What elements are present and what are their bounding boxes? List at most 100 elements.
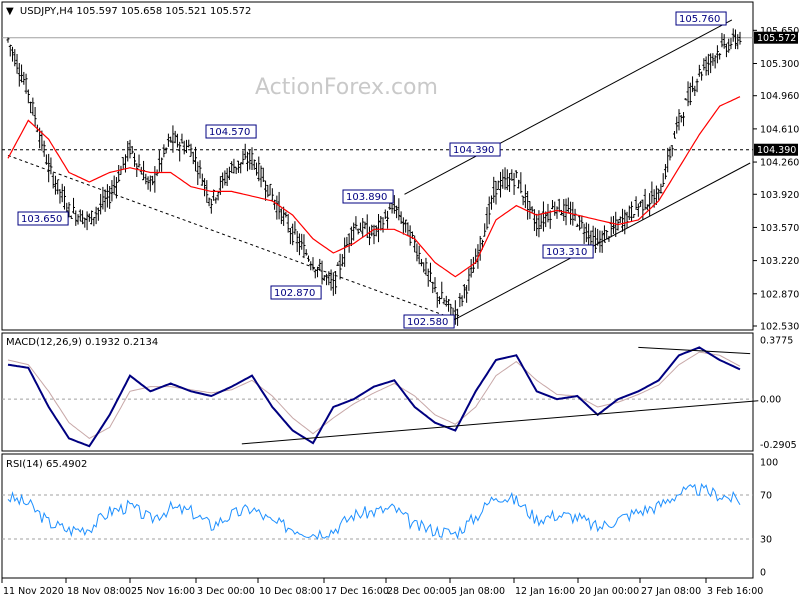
price-bar — [291, 223, 295, 246]
annotation-label: 103.650 — [21, 214, 62, 225]
price-bar — [259, 165, 263, 188]
price-bar — [695, 78, 699, 93]
time-tick-label: 18 Nov 08:00 — [67, 586, 131, 597]
rsi-tick-label: 30 — [760, 535, 772, 546]
price-bar — [736, 34, 740, 50]
price-bar — [320, 260, 324, 285]
price-bar — [268, 183, 272, 196]
price-bar — [508, 173, 512, 192]
price-bar — [578, 215, 582, 231]
price-bar — [408, 225, 412, 246]
price-bar — [255, 162, 259, 176]
price-bar — [56, 179, 60, 195]
price-annotations: 105.760 104.570 104.390 103.890 103.650 103.3… — [17, 11, 727, 329]
price-bar — [539, 213, 543, 230]
price-bar — [62, 186, 66, 210]
price-bar — [117, 164, 121, 183]
price-bar — [440, 281, 444, 300]
price-bar — [575, 223, 579, 227]
macd-support-line — [241, 400, 759, 445]
price-bar — [496, 180, 500, 190]
price-bar — [67, 202, 71, 218]
price-bar — [33, 107, 37, 127]
price-bar — [207, 197, 211, 207]
price-bar — [252, 159, 256, 170]
price-bar — [465, 285, 469, 303]
price-bar — [94, 206, 98, 225]
price-bar — [11, 46, 15, 62]
tag-103650: 103.650 — [17, 211, 69, 226]
price-bar — [336, 262, 340, 266]
macd-trendlines — [241, 346, 759, 445]
price-bar — [729, 38, 733, 50]
price-bar — [245, 151, 249, 172]
price-bar — [519, 172, 523, 194]
price-bar — [478, 235, 482, 261]
price-bar — [200, 173, 204, 186]
price-bar — [722, 34, 726, 49]
price-bar — [261, 167, 265, 182]
price-bar — [607, 235, 611, 242]
price-bar — [329, 269, 333, 291]
price-bar — [630, 201, 634, 222]
price-bar — [587, 223, 591, 249]
price-bar — [194, 146, 198, 172]
time-tick-label: 10 Dec 08:00 — [259, 586, 323, 597]
price-bar — [110, 180, 114, 202]
price-bar — [526, 191, 530, 220]
price-bar — [31, 97, 35, 116]
price-bar — [661, 173, 665, 187]
price-bar — [648, 193, 652, 216]
price-bar — [69, 215, 73, 219]
price-bar — [361, 218, 365, 238]
price-bar — [257, 156, 261, 182]
price-bar — [338, 253, 342, 280]
tag-103310: 103.310 — [542, 244, 594, 259]
price-tick-label: 104.960 — [760, 91, 799, 102]
price-bar — [505, 169, 509, 191]
price-bar — [51, 172, 55, 189]
price-bar — [234, 166, 238, 175]
price-bar — [636, 203, 640, 217]
price-bar — [566, 197, 570, 214]
rsi-title: RSI(14) 65.4902 — [6, 459, 87, 470]
price-bar — [442, 297, 446, 305]
price-bar — [241, 150, 245, 165]
price-bar — [101, 186, 105, 210]
macd-signal-line — [7, 351, 741, 439]
time-tick-label: 17 Dec 16:00 — [325, 586, 389, 597]
price-bar — [693, 85, 697, 97]
price-bar — [191, 151, 195, 165]
price-bar — [623, 209, 627, 235]
macd-tick-label: 0.3775 — [760, 335, 793, 346]
price-bar — [634, 196, 638, 210]
price-bar — [697, 64, 701, 77]
level-flag — [754, 143, 798, 156]
price-bar — [309, 261, 313, 271]
price-bar — [541, 201, 545, 232]
price-bar — [447, 299, 451, 312]
price-bar — [596, 228, 600, 246]
price-bar — [709, 53, 713, 74]
price-bar — [316, 266, 320, 278]
price-bar — [175, 133, 179, 148]
price-bar — [90, 210, 94, 225]
price-bar — [189, 143, 193, 157]
price-bar — [216, 191, 220, 201]
price-bar — [677, 109, 681, 131]
price-bar — [514, 170, 518, 178]
tag-104570: 104.570 — [205, 124, 257, 139]
price-bar — [169, 136, 173, 143]
price-bar — [404, 219, 408, 233]
price-bar — [397, 198, 401, 221]
rsi-gridlines — [2, 494, 753, 540]
price-bar — [20, 64, 24, 83]
price-bar — [284, 211, 288, 218]
price-bar — [395, 205, 399, 219]
price-bar — [74, 210, 78, 226]
price-bar — [221, 172, 225, 189]
price-bar — [720, 32, 724, 48]
level-flag-label: 104.390 — [757, 145, 796, 156]
price-bar — [162, 144, 166, 158]
price-bar — [354, 216, 358, 230]
